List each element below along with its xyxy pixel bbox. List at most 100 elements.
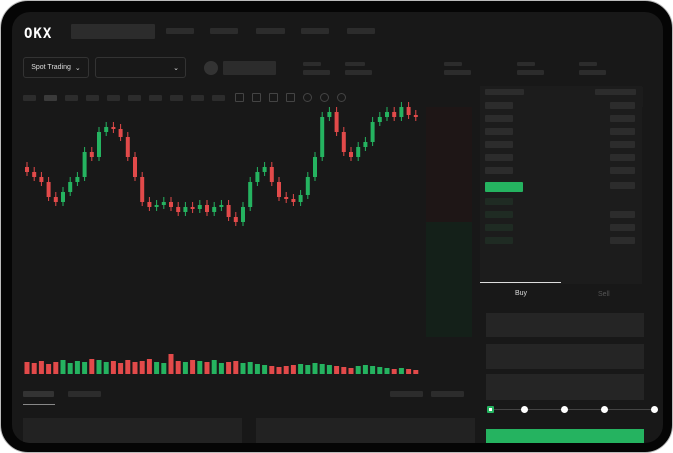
buy-button[interactable] [486,429,644,443]
stat-label [444,62,462,66]
okx-logo: OKX [24,26,53,42]
volume-bar [82,362,88,374]
slider-stop[interactable] [601,406,608,413]
timeframe-button[interactable] [149,95,162,101]
candle [39,177,44,182]
candle [327,112,332,117]
volume-bar [406,369,412,374]
candle [205,205,209,212]
ask-size [610,115,635,122]
search-bar[interactable] [71,24,155,39]
candle [305,177,310,195]
filter[interactable] [390,391,423,397]
timeframe-button[interactable] [170,95,183,101]
candle [154,205,159,207]
volume-bar [89,359,95,374]
candle [104,127,109,132]
volume-bar [233,361,239,374]
timeframe-button[interactable] [191,95,204,101]
volume-bar [168,354,174,374]
volume-bar [161,363,167,374]
circle-icon[interactable] [303,93,312,102]
candle [183,207,188,212]
stat-label [345,62,365,66]
timeframe-button[interactable] [128,95,141,101]
price-input[interactable] [486,313,644,337]
volume-bar [240,363,246,374]
volume-bar [377,367,383,374]
tab-buy[interactable]: Buy [515,290,528,297]
volume-bar [370,366,376,374]
settings-icon[interactable] [320,93,329,102]
volume-bar [283,366,289,374]
column-header [485,89,524,95]
nav-item[interactable] [301,28,329,34]
filter[interactable] [431,391,464,397]
tab-open-orders[interactable] [23,391,54,397]
candle [61,192,65,202]
candle [370,122,375,142]
volume-bar [182,362,188,374]
depth-bids [426,222,472,337]
nav-item[interactable] [256,28,285,34]
line-icon[interactable] [269,93,278,102]
tab-sell[interactable]: Sell [598,291,610,298]
market-type-dropdown[interactable]: Spot Trading ⌄ [23,57,89,78]
candle [219,205,224,207]
volume-bar [38,361,44,374]
coin-icon [204,61,218,75]
tab-history[interactable] [68,391,101,397]
timeframe-button[interactable] [23,95,36,101]
orders-card [23,418,242,443]
tab-underline [23,404,55,405]
candle [363,142,368,147]
market-select-label: Spot Trading [31,64,71,71]
volume-bar [74,361,80,374]
stat-label [579,62,597,66]
slider-stop[interactable] [561,406,568,413]
amount-input[interactable] [486,344,644,369]
slider-handle[interactable] [487,406,494,413]
size [610,182,635,189]
volume-bar [31,363,37,374]
total-input[interactable] [486,374,644,400]
volume-bar [154,362,160,374]
timeframe-button[interactable] [44,95,57,101]
volume-bar [211,360,217,374]
timeframe-button[interactable] [107,95,120,101]
volume-bar [334,366,340,374]
timeframe-button[interactable] [86,95,99,101]
slider-stop[interactable] [651,406,658,413]
volume-bar [355,366,361,374]
buy-tab-underline [480,282,561,283]
volume-bar [146,359,152,374]
volume-bar [204,362,210,374]
volume-bar [319,364,325,374]
nav-item[interactable] [166,28,194,34]
candle [140,177,145,202]
nav-item[interactable] [210,28,238,34]
candle [298,195,303,202]
ask-price [485,154,513,161]
pair-dropdown[interactable]: ⌄ [95,57,186,78]
candle [32,172,37,177]
candle [97,132,101,157]
volume-bar [190,360,196,374]
fullscreen-icon[interactable] [337,93,346,102]
timeframe-button[interactable] [212,95,225,101]
volume-bar [348,368,354,374]
slider-stop[interactable] [521,406,528,413]
candle [406,107,411,115]
chart-type-icon[interactable] [252,93,261,102]
stat-value [517,70,544,75]
amount-slider[interactable] [487,406,658,413]
volume-bar [96,360,102,374]
nav-item[interactable] [347,28,375,34]
volume-bar [197,361,203,374]
ask-size [610,102,635,109]
indicator-icon[interactable] [235,93,244,102]
ask-price [485,167,513,174]
timeframe-button[interactable] [65,95,78,101]
draw-icon[interactable] [286,93,295,102]
